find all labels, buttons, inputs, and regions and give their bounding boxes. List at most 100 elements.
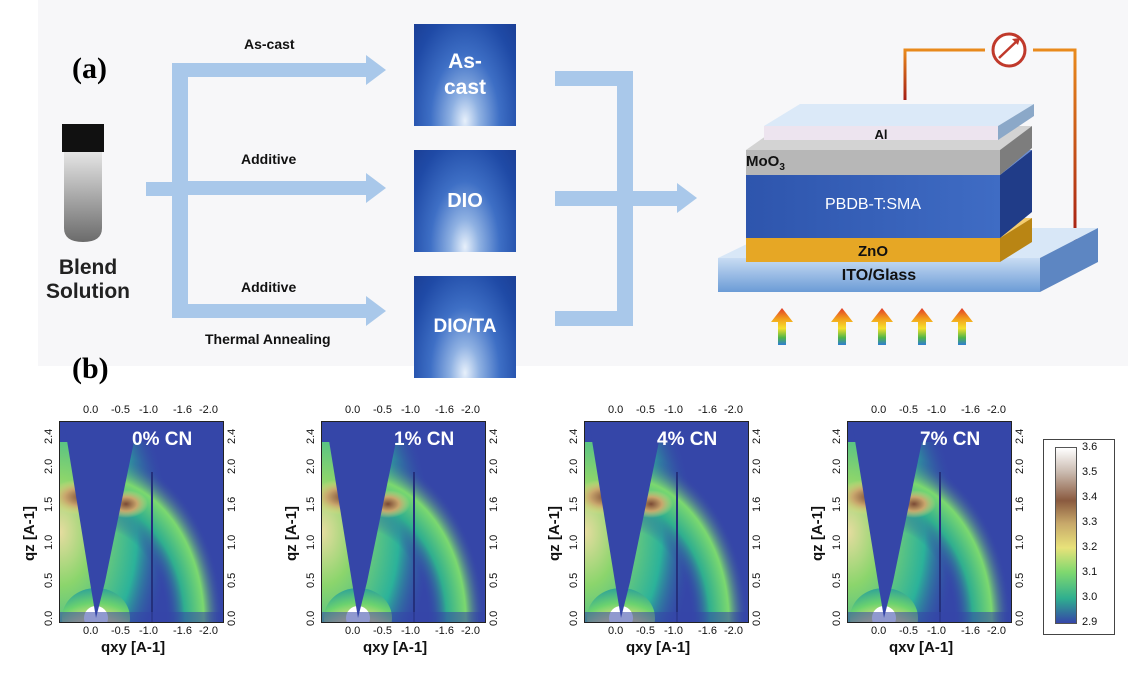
top-tick-2-3: -1.6 [435,404,454,416]
x-tick-1-4: -2.0 [199,625,218,637]
moo3-text: MoO [746,153,780,170]
blend-label-line2: Solution [46,280,130,303]
top-tick-2-2: -1.0 [401,404,420,416]
light-arrows [771,308,973,345]
treatment-diota-box: DIO/TA [414,276,516,378]
colorbar [1055,447,1077,624]
top-tick-4-0: 0.0 [871,404,887,416]
x-axis-label-2: qxy [A-1] [363,639,428,656]
colorbar-tick-1: 3.5 [1082,466,1098,478]
right-tick-2-3: 1.6 [488,496,500,512]
y-tick-3-0: 0.0 [568,610,580,626]
y-axis-label-1: qz [A-1] [21,506,38,561]
x-tick-1-3: -1.6 [173,625,192,637]
layer-zno-label: ZnO [858,243,888,260]
right-tick-4-5: 2.4 [1014,428,1026,444]
right-tick-3-5: 2.4 [751,428,763,444]
y-tick-1-5: 2.4 [43,428,55,444]
right-tick-4-3: 1.6 [1014,496,1026,512]
layer-active-label: PBDB-T:SMA [824,196,921,213]
giwaxs-map-2 [321,421,486,623]
y-tick-1-4: 2.0 [43,458,55,474]
device-stack [718,32,1098,345]
moo3-subscript: 3 [779,162,785,173]
layer-al-label: Al [874,127,888,142]
collector-arrow [555,191,679,206]
label-additive-2: Additive [241,279,297,295]
treatment-dio-box: DIO [414,150,516,252]
wire-right [1033,48,1077,244]
top-tick-1-4: -2.0 [199,404,218,416]
top-tick-3-0: 0.0 [608,404,624,416]
collector-arrow-head [677,183,697,213]
treatment-ascast-box: As-cast [414,24,516,126]
x-tick-3-3: -1.6 [698,625,717,637]
right-tick-1-0: 0.0 [226,610,238,626]
top-tick-3-3: -1.6 [698,404,717,416]
right-tick-4-2: 1.0 [1014,534,1026,550]
top-tick-3-1: -0.5 [636,404,655,416]
x-tick-2-0: 0.0 [345,625,361,637]
y-tick-4-0: 0.0 [831,610,843,626]
y-tick-3-4: 2.0 [568,458,580,474]
right-tick-1-3: 1.6 [226,496,238,512]
top-tick-2-4: -2.0 [461,404,480,416]
y-axis-label-4: qz [A-1] [809,506,826,561]
top-tick-1-1: -0.5 [111,404,130,416]
y-tick-4-5: 2.4 [831,428,843,444]
diota-label: DIO/TA [433,316,497,337]
colorbar-tick-7: 2.9 [1082,616,1098,628]
layer-ito-label: ITO/Glass [841,267,917,284]
y-tick-1-1: 0.5 [43,572,55,588]
top-tick-1-2: -1.0 [139,404,158,416]
trunk-arrow [146,182,176,196]
top-tick-3-2: -1.0 [664,404,683,416]
y-tick-2-4: 2.0 [305,458,317,474]
y-tick-2-1: 0.5 [305,572,317,588]
y-tick-1-2: 1.0 [43,534,55,550]
blend-label-line1: Blend [58,256,118,279]
x-tick-4-1: -0.5 [899,625,918,637]
right-tick-2-1: 0.5 [488,572,500,588]
x-tick-4-2: -1.0 [927,625,946,637]
top-tick-3-4: -2.0 [724,404,743,416]
branch-diota-head [366,296,386,326]
right-tick-4-0: 0.0 [1014,610,1026,626]
right-tick-1-5: 2.4 [226,428,238,444]
label-thermal-annealing: Thermal Annealing [205,331,331,347]
plot-title-2: 1% CN [394,429,455,450]
wire-left [903,48,985,100]
plot-title-3: 4% CN [657,429,718,450]
x-tick-1-1: -0.5 [111,625,130,637]
branch-ascast [172,63,368,77]
right-tick-1-1: 0.5 [226,572,238,588]
x-tick-1-2: -1.0 [139,625,158,637]
colorbar-tick-0: 3.6 [1082,441,1098,453]
branch-dio-head [366,173,386,203]
panel-a-label: (a) [72,52,107,85]
x-tick-3-0: 0.0 [608,625,624,637]
y-tick-4-2: 1.0 [831,534,843,550]
x-tick-1-0: 0.0 [83,625,99,637]
right-tick-2-0: 0.0 [488,610,500,626]
giwaxs-map-1 [59,421,224,623]
x-tick-3-2: -1.0 [664,625,683,637]
right-tick-2-5: 2.4 [488,428,500,444]
colorbar-frame [1043,439,1115,635]
y-tick-2-2: 1.0 [305,534,317,550]
x-axis-label-4: qxv [A-1] [889,639,954,656]
y-tick-4-1: 0.5 [831,572,843,588]
top-tick-1-0: 0.0 [83,404,99,416]
y-tick-2-3: 1.5 [305,496,317,512]
giwaxs-map-4 [847,421,1012,623]
top-tick-1-3: -1.6 [173,404,192,416]
process-arrows [146,55,697,326]
y-axis-label-2: qz [A-1] [283,506,300,561]
layer-moo3-label: MoO3 [746,153,866,173]
x-axis-label-1: qxy [A-1] [101,639,166,656]
label-additive-1: Additive [241,151,297,167]
right-tick-4-1: 0.5 [1014,572,1026,588]
y-tick-1-0: 0.0 [43,610,55,626]
top-tick-4-4: -2.0 [987,404,1006,416]
panel-b-label: (b) [72,352,109,385]
